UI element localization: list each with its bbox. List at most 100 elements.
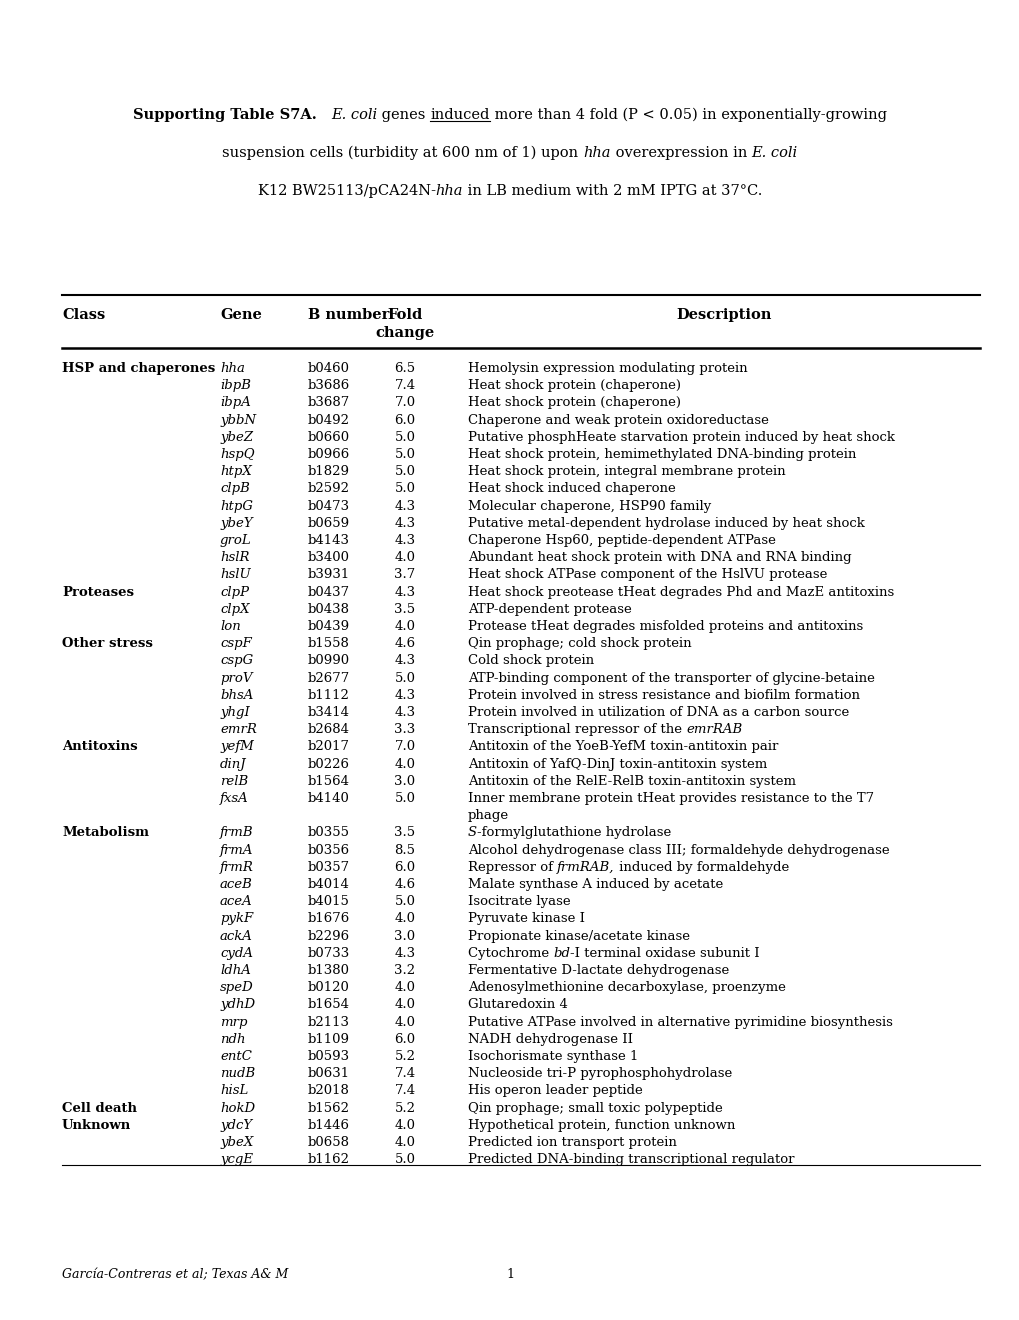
Text: 6.5: 6.5 bbox=[394, 362, 415, 375]
Text: b0733: b0733 bbox=[308, 946, 350, 960]
Text: b0473: b0473 bbox=[308, 499, 350, 512]
Text: 4.0: 4.0 bbox=[394, 912, 415, 925]
Text: Adenosylmethionine decarboxylase, proenzyme: Adenosylmethionine decarboxylase, proenz… bbox=[468, 981, 785, 994]
Text: Cytochrome: Cytochrome bbox=[468, 946, 553, 960]
Text: Heat shock induced chaperone: Heat shock induced chaperone bbox=[468, 482, 676, 495]
Text: b0966: b0966 bbox=[308, 447, 350, 461]
Text: b1112: b1112 bbox=[308, 689, 350, 702]
Text: Antitoxins: Antitoxins bbox=[62, 741, 138, 754]
Text: K12 BW25113/pCA24N-: K12 BW25113/pCA24N- bbox=[258, 183, 435, 198]
Text: overexpression in: overexpression in bbox=[610, 147, 751, 160]
Text: Repressor of: Repressor of bbox=[468, 861, 556, 874]
Text: hha: hha bbox=[220, 362, 245, 375]
Text: Qin prophage; cold shock protein: Qin prophage; cold shock protein bbox=[468, 638, 691, 651]
Text: Putative phosphHeate starvation protein induced by heat shock: Putative phosphHeate starvation protein … bbox=[468, 430, 894, 444]
Text: 5.0: 5.0 bbox=[394, 447, 415, 461]
Text: Propionate kinase/acetate kinase: Propionate kinase/acetate kinase bbox=[468, 929, 689, 942]
Text: b0437: b0437 bbox=[308, 586, 350, 598]
Text: hokD: hokD bbox=[220, 1102, 255, 1114]
Text: Hypothetical protein, function unknown: Hypothetical protein, function unknown bbox=[468, 1119, 735, 1131]
Text: b2113: b2113 bbox=[308, 1015, 350, 1028]
Text: 7.4: 7.4 bbox=[394, 1085, 415, 1097]
Text: 7.0: 7.0 bbox=[394, 396, 415, 409]
Text: phage: phage bbox=[468, 809, 508, 822]
Text: ybeZ: ybeZ bbox=[220, 430, 253, 444]
Text: Pyruvate kinase I: Pyruvate kinase I bbox=[468, 912, 585, 925]
Text: b0355: b0355 bbox=[308, 826, 350, 840]
Text: Heat shock protein, integral membrane protein: Heat shock protein, integral membrane pr… bbox=[468, 465, 785, 478]
Text: Putative metal-dependent hydrolase induced by heat shock: Putative metal-dependent hydrolase induc… bbox=[468, 517, 864, 529]
Text: 4.3: 4.3 bbox=[394, 946, 415, 960]
Text: frmA: frmA bbox=[220, 843, 254, 857]
Text: 6.0: 6.0 bbox=[394, 861, 415, 874]
Text: groL: groL bbox=[220, 535, 252, 546]
Text: Metabolism: Metabolism bbox=[62, 826, 149, 840]
Text: Protease tHeat degrades misfolded proteins and antitoxins: Protease tHeat degrades misfolded protei… bbox=[468, 620, 862, 634]
Text: ydcY: ydcY bbox=[220, 1119, 252, 1131]
Text: Heat shock ATPase component of the HslVU protease: Heat shock ATPase component of the HslVU… bbox=[468, 569, 826, 581]
Text: in LB medium with 2 mM IPTG at 37°C.: in LB medium with 2 mM IPTG at 37°C. bbox=[463, 183, 761, 198]
Text: b3400: b3400 bbox=[308, 552, 350, 564]
Text: 5.0: 5.0 bbox=[394, 672, 415, 685]
Text: ibpB: ibpB bbox=[220, 379, 251, 392]
Text: Antitoxin of YafQ-DinJ toxin-antitoxin system: Antitoxin of YafQ-DinJ toxin-antitoxin s… bbox=[468, 758, 766, 771]
Text: relB: relB bbox=[220, 775, 248, 788]
Text: ycgE: ycgE bbox=[220, 1154, 253, 1166]
Text: b4015: b4015 bbox=[308, 895, 350, 908]
Text: b0990: b0990 bbox=[308, 655, 350, 668]
Text: cspG: cspG bbox=[220, 655, 253, 668]
Text: hspQ: hspQ bbox=[220, 447, 255, 461]
Text: clpX: clpX bbox=[220, 603, 250, 616]
Text: 5.2: 5.2 bbox=[394, 1049, 415, 1063]
Text: Heat shock protein, hemimethylated DNA-binding protein: Heat shock protein, hemimethylated DNA-b… bbox=[468, 447, 856, 461]
Text: ybbN: ybbN bbox=[220, 413, 256, 426]
Text: lon: lon bbox=[220, 620, 240, 634]
Text: 3.0: 3.0 bbox=[394, 929, 415, 942]
Text: hisL: hisL bbox=[220, 1085, 248, 1097]
Text: 4.0: 4.0 bbox=[394, 758, 415, 771]
Text: Malate synthase A induced by acetate: Malate synthase A induced by acetate bbox=[468, 878, 722, 891]
Text: -formylglutathione hydrolase: -formylglutathione hydrolase bbox=[477, 826, 671, 840]
Text: 3.3: 3.3 bbox=[394, 723, 415, 737]
Text: ATP-dependent protease: ATP-dependent protease bbox=[468, 603, 631, 616]
Text: 5.2: 5.2 bbox=[394, 1102, 415, 1114]
Text: Molecular chaperone, HSP90 family: Molecular chaperone, HSP90 family bbox=[468, 499, 710, 512]
Text: Class: Class bbox=[62, 308, 105, 322]
Text: bd: bd bbox=[553, 946, 570, 960]
Text: b3686: b3686 bbox=[308, 379, 350, 392]
Text: b4140: b4140 bbox=[308, 792, 350, 805]
Text: emrR: emrR bbox=[220, 723, 257, 737]
Text: 6.0: 6.0 bbox=[394, 1032, 415, 1045]
Text: Cell death: Cell death bbox=[62, 1102, 137, 1114]
Text: b0660: b0660 bbox=[308, 430, 350, 444]
Text: Antitoxin of the RelE-RelB toxin-antitoxin system: Antitoxin of the RelE-RelB toxin-antitox… bbox=[468, 775, 795, 788]
Text: 4.0: 4.0 bbox=[394, 620, 415, 634]
Text: yhgI: yhgI bbox=[220, 706, 250, 719]
Text: hha: hha bbox=[583, 147, 610, 160]
Text: b2684: b2684 bbox=[308, 723, 350, 737]
Text: b1654: b1654 bbox=[308, 998, 350, 1011]
Text: b2592: b2592 bbox=[308, 482, 350, 495]
Text: 7.4: 7.4 bbox=[394, 379, 415, 392]
Text: nudB: nudB bbox=[220, 1067, 255, 1080]
Text: ATP-binding component of the transporter of glycine-betaine: ATP-binding component of the transporter… bbox=[468, 672, 874, 685]
Text: 1: 1 bbox=[505, 1269, 514, 1280]
Text: Other stress: Other stress bbox=[62, 638, 153, 651]
Text: Antitoxin of the YoeB-YefM toxin-antitoxin pair: Antitoxin of the YoeB-YefM toxin-antitox… bbox=[468, 741, 777, 754]
Text: 3.5: 3.5 bbox=[394, 826, 415, 840]
Text: 5.0: 5.0 bbox=[394, 465, 415, 478]
Text: HSP and chaperones: HSP and chaperones bbox=[62, 362, 215, 375]
Text: García-Contreras et al; Texas A& M: García-Contreras et al; Texas A& M bbox=[62, 1269, 288, 1280]
Text: Predicted DNA-binding transcriptional regulator: Predicted DNA-binding transcriptional re… bbox=[468, 1154, 794, 1166]
Text: Nucleoside tri-P pyrophosphohydrolase: Nucleoside tri-P pyrophosphohydrolase bbox=[468, 1067, 732, 1080]
Text: Protein involved in utilization of DNA as a carbon source: Protein involved in utilization of DNA a… bbox=[468, 706, 849, 719]
Text: more than 4 fold (P < 0.05) in exponentially-growing: more than 4 fold (P < 0.05) in exponenti… bbox=[489, 108, 886, 123]
Text: 5.0: 5.0 bbox=[394, 792, 415, 805]
Text: b0226: b0226 bbox=[308, 758, 350, 771]
Text: b1562: b1562 bbox=[308, 1102, 350, 1114]
Text: clpP: clpP bbox=[220, 586, 249, 598]
Text: 3.7: 3.7 bbox=[394, 569, 415, 581]
Text: Transcriptional repressor of the: Transcriptional repressor of the bbox=[468, 723, 686, 737]
Text: clpB: clpB bbox=[220, 482, 250, 495]
Text: Putative ATPase involved in alternative pyrimidine biosynthesis: Putative ATPase involved in alternative … bbox=[468, 1015, 892, 1028]
